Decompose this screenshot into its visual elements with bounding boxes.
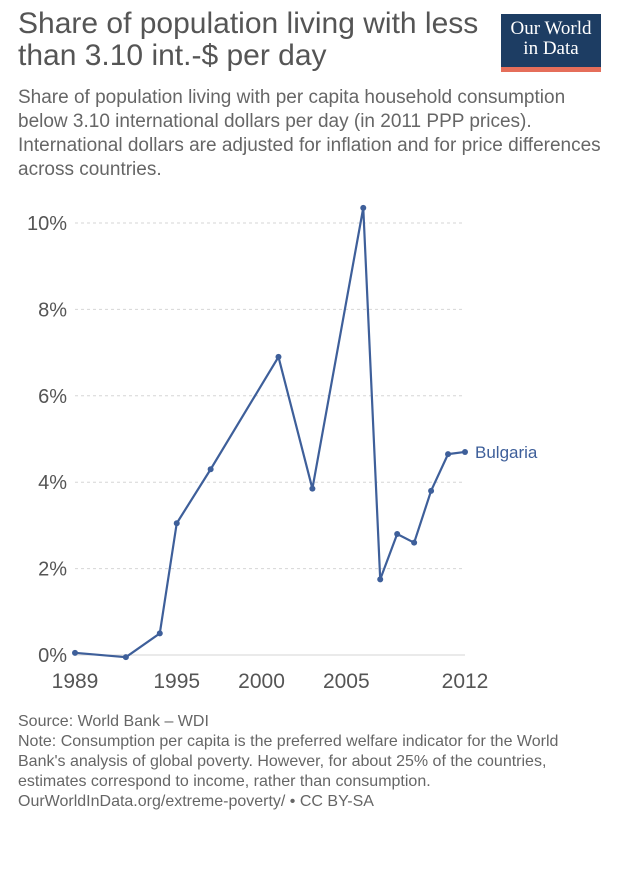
y-tick-label: 8% xyxy=(38,299,67,321)
data-point[interactable] xyxy=(360,204,367,211)
x-tick-label: 2000 xyxy=(238,670,285,693)
data-point[interactable] xyxy=(122,654,129,661)
logo-line-2: in Data xyxy=(523,38,579,59)
owid-logo[interactable]: Our World in Data xyxy=(501,14,601,72)
x-tick-label: 1995 xyxy=(153,670,200,693)
note-text: Note: Consumption per capita is the pref… xyxy=(18,733,559,790)
x-tick-label: 1989 xyxy=(52,670,99,693)
data-point[interactable] xyxy=(411,539,418,546)
line-chart: 0% 2% 4% 6% 8% 10% 1989 1995 2000 2005 2012 Bulga… xyxy=(27,204,538,693)
data-point[interactable] xyxy=(275,353,282,360)
data-point[interactable] xyxy=(72,649,78,656)
data-point[interactable] xyxy=(377,576,384,583)
source-link[interactable]: OurWorldInData.org/extreme-poverty/ • CC… xyxy=(18,793,374,810)
data-point[interactable] xyxy=(428,487,435,494)
logo-line-1: Our World xyxy=(510,18,592,39)
y-axis-ticks: 0% 2% 4% 6% 8% 10% xyxy=(27,213,67,667)
chart-subtitle: Share of population living with per capi… xyxy=(18,87,601,180)
data-point[interactable] xyxy=(462,448,468,455)
logo-accent-bar xyxy=(501,67,601,72)
y-tick-label: 6% xyxy=(38,386,67,408)
x-tick-label: 2012 xyxy=(442,670,489,693)
x-axis-ticks: 1989 1995 2000 2005 2012 xyxy=(52,670,489,693)
data-point[interactable] xyxy=(309,485,316,492)
data-point[interactable] xyxy=(207,466,214,473)
y-tick-label: 10% xyxy=(27,213,67,235)
grid-lines xyxy=(75,222,465,656)
chart-title: Share of population living with less tha… xyxy=(18,7,479,72)
y-tick-label: 4% xyxy=(38,472,67,494)
series-layer: Bulgaria xyxy=(72,204,538,661)
source-text: Source: World Bank – WDI xyxy=(18,713,209,730)
data-point[interactable] xyxy=(173,520,180,527)
y-tick-label: 0% xyxy=(38,645,67,667)
series-line-bulgaria xyxy=(74,206,466,659)
series-label: Bulgaria xyxy=(475,443,538,462)
data-point[interactable] xyxy=(156,630,163,637)
data-point[interactable] xyxy=(394,531,401,538)
data-point[interactable] xyxy=(445,451,452,458)
y-tick-label: 2% xyxy=(38,559,67,581)
x-tick-label: 2005 xyxy=(323,670,370,693)
chart-footer: Source: World Bank – WDI Note: Consumpti… xyxy=(18,712,603,812)
